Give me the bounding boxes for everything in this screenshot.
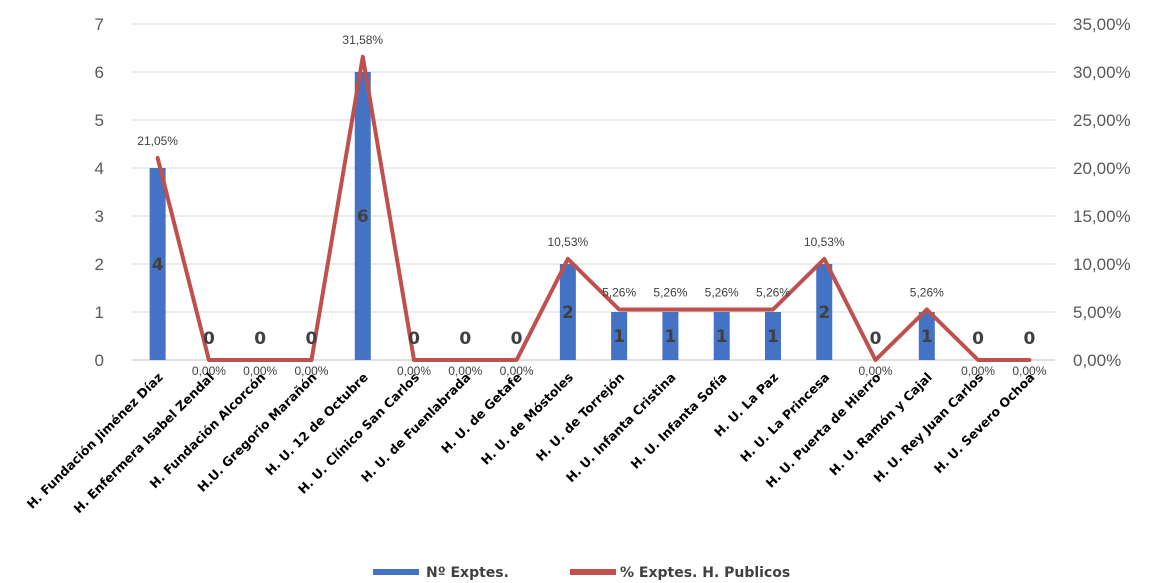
category-label: H. U. La Princesa (737, 370, 832, 465)
right-axis-ticks: 0,00% 5,00% 10,00% 15,00% 20,00% 25,00% 30,00%… (1073, 15, 1131, 370)
line-series (155, 54, 1032, 362)
right-tick-label: 0,00% (1073, 351, 1121, 370)
bar-value-label: 0 (511, 329, 523, 349)
left-tick-label: 1 (95, 303, 104, 322)
left-tick-label: 0 (95, 351, 104, 370)
line-value-label: 0,00% (859, 364, 893, 378)
legend-line-swatch (570, 569, 616, 575)
bar-value-label: 0 (306, 329, 318, 349)
category-label: H. U. de Torrejón (533, 370, 627, 464)
bar (559, 264, 576, 360)
bar (918, 312, 935, 360)
left-tick-label: 3 (95, 207, 104, 226)
bar (764, 312, 781, 360)
bar (149, 168, 166, 360)
legend-line-label: % Exptes. H. Publicos (620, 565, 790, 581)
bar-value-label: 1 (664, 327, 676, 347)
line-value-label: 5,26% (756, 286, 790, 300)
bar-value-label: 4 (152, 255, 164, 275)
right-tick-label: 20,00% (1073, 159, 1131, 178)
line-value-label: 10,53% (548, 235, 589, 249)
line-value-label: 5,26% (602, 286, 636, 300)
bar-value-label: 0 (1023, 329, 1035, 349)
line-value-label: 5,26% (705, 286, 739, 300)
bar-value-label: 0 (254, 329, 266, 349)
category-label: H. U. Severo Ochoa (931, 370, 1038, 477)
right-tick-label: 15,00% (1073, 207, 1131, 226)
bar-value-label: 0 (972, 329, 984, 349)
right-tick-label: 25,00% (1073, 111, 1131, 130)
line-value-label: 10,53% (804, 235, 845, 249)
bar-value-label: 1 (921, 327, 933, 347)
bar-value-label: 0 (408, 329, 420, 349)
bar-value-label: 6 (357, 207, 369, 227)
bar (662, 312, 679, 360)
right-tick-label: 35,00% (1073, 15, 1131, 34)
bar-value-label: 0 (459, 329, 471, 349)
bar-value-label: 1 (767, 327, 779, 347)
category-label: H. U. 12 de Octubre (262, 370, 371, 479)
right-tick-label: 5,00% (1073, 303, 1121, 322)
bar (611, 312, 628, 360)
left-tick-label: 5 (95, 111, 104, 130)
line-value-label: 0,00% (397, 364, 431, 378)
line-value-label: 21,05% (137, 134, 178, 148)
line-value-label: 0,00% (192, 364, 226, 378)
legend-bar-label: Nº Exptes. (426, 565, 509, 581)
line-path (155, 54, 1032, 362)
category-label: H. U. Ramón y Cajal (826, 370, 935, 479)
bar (713, 312, 730, 360)
bar (816, 264, 833, 360)
right-tick-label: 10,00% (1073, 255, 1131, 274)
bar-value-label: 2 (818, 303, 830, 323)
left-tick-label: 7 (95, 15, 104, 34)
right-tick-label: 30,00% (1073, 63, 1131, 82)
line-value-labels: 21,05% 0,00% 0,00% 0,00% 31,58% 0,00% 0,00% 0,0… (137, 33, 1046, 378)
bar-value-label: 2 (562, 303, 574, 323)
left-axis-ticks: 0 1 2 3 4 5 6 7 (95, 15, 104, 370)
bar-series (149, 72, 935, 360)
line-value-label: 0,00% (294, 364, 328, 378)
line-value-label: 0,00% (448, 364, 482, 378)
gridlines (132, 23, 1055, 361)
category-label: H. U. Infanta Sofía (628, 370, 730, 472)
left-tick-label: 4 (95, 159, 104, 178)
line-value-label: 0,00% (1012, 364, 1046, 378)
bar-value-label: 1 (716, 327, 728, 347)
bar-value-label: 1 (613, 327, 625, 347)
left-tick-label: 6 (95, 63, 104, 82)
category-label: H. U. de Móstoles (478, 370, 576, 468)
line-value-label: 0,00% (961, 364, 995, 378)
legend: Nº Exptes. % Exptes. H. Publicos (373, 565, 790, 581)
bar (354, 72, 371, 360)
bar-value-labels: 4 0 0 0 6 0 0 0 2 1 1 1 1 2 0 1 0 0 (152, 207, 1036, 349)
line-value-label: 5,26% (653, 286, 687, 300)
line-value-label: 0,00% (500, 364, 534, 378)
bar-value-label: 0 (203, 329, 215, 349)
line-value-label: 5,26% (910, 286, 944, 300)
left-tick-label: 2 (95, 255, 104, 274)
line-value-label: 31,58% (342, 33, 383, 47)
bar-value-label: 0 (870, 329, 882, 349)
legend-bar-swatch (373, 569, 419, 575)
line-value-label: 0,00% (243, 364, 277, 378)
